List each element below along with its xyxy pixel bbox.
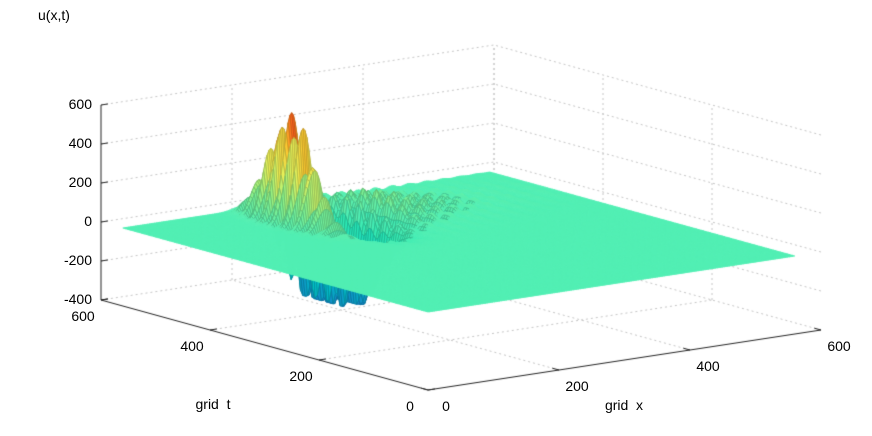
x-tick-label: 0 [442,398,450,414]
x-axis-label: grid x [604,397,644,413]
z-tick-label: -400 [63,291,92,307]
t-tick-label: 600 [71,308,95,324]
z-tick-label: 0 [84,213,92,229]
x-tick-label: 400 [696,358,720,374]
x-tick-label: 600 [827,338,851,354]
plot-title: u(x,t) [38,7,70,23]
t-tick-label: 0 [406,398,414,414]
z-tick-label: -200 [63,252,92,268]
z-tick-label: 200 [68,174,92,190]
t-axis-label: grid t [195,396,231,412]
z-tick-label: 400 [68,135,92,151]
t-tick-label: 200 [289,368,313,384]
x-tick-label: 200 [565,378,589,394]
z-tick-label: 600 [68,96,92,112]
t-tick-label: 400 [180,338,204,354]
